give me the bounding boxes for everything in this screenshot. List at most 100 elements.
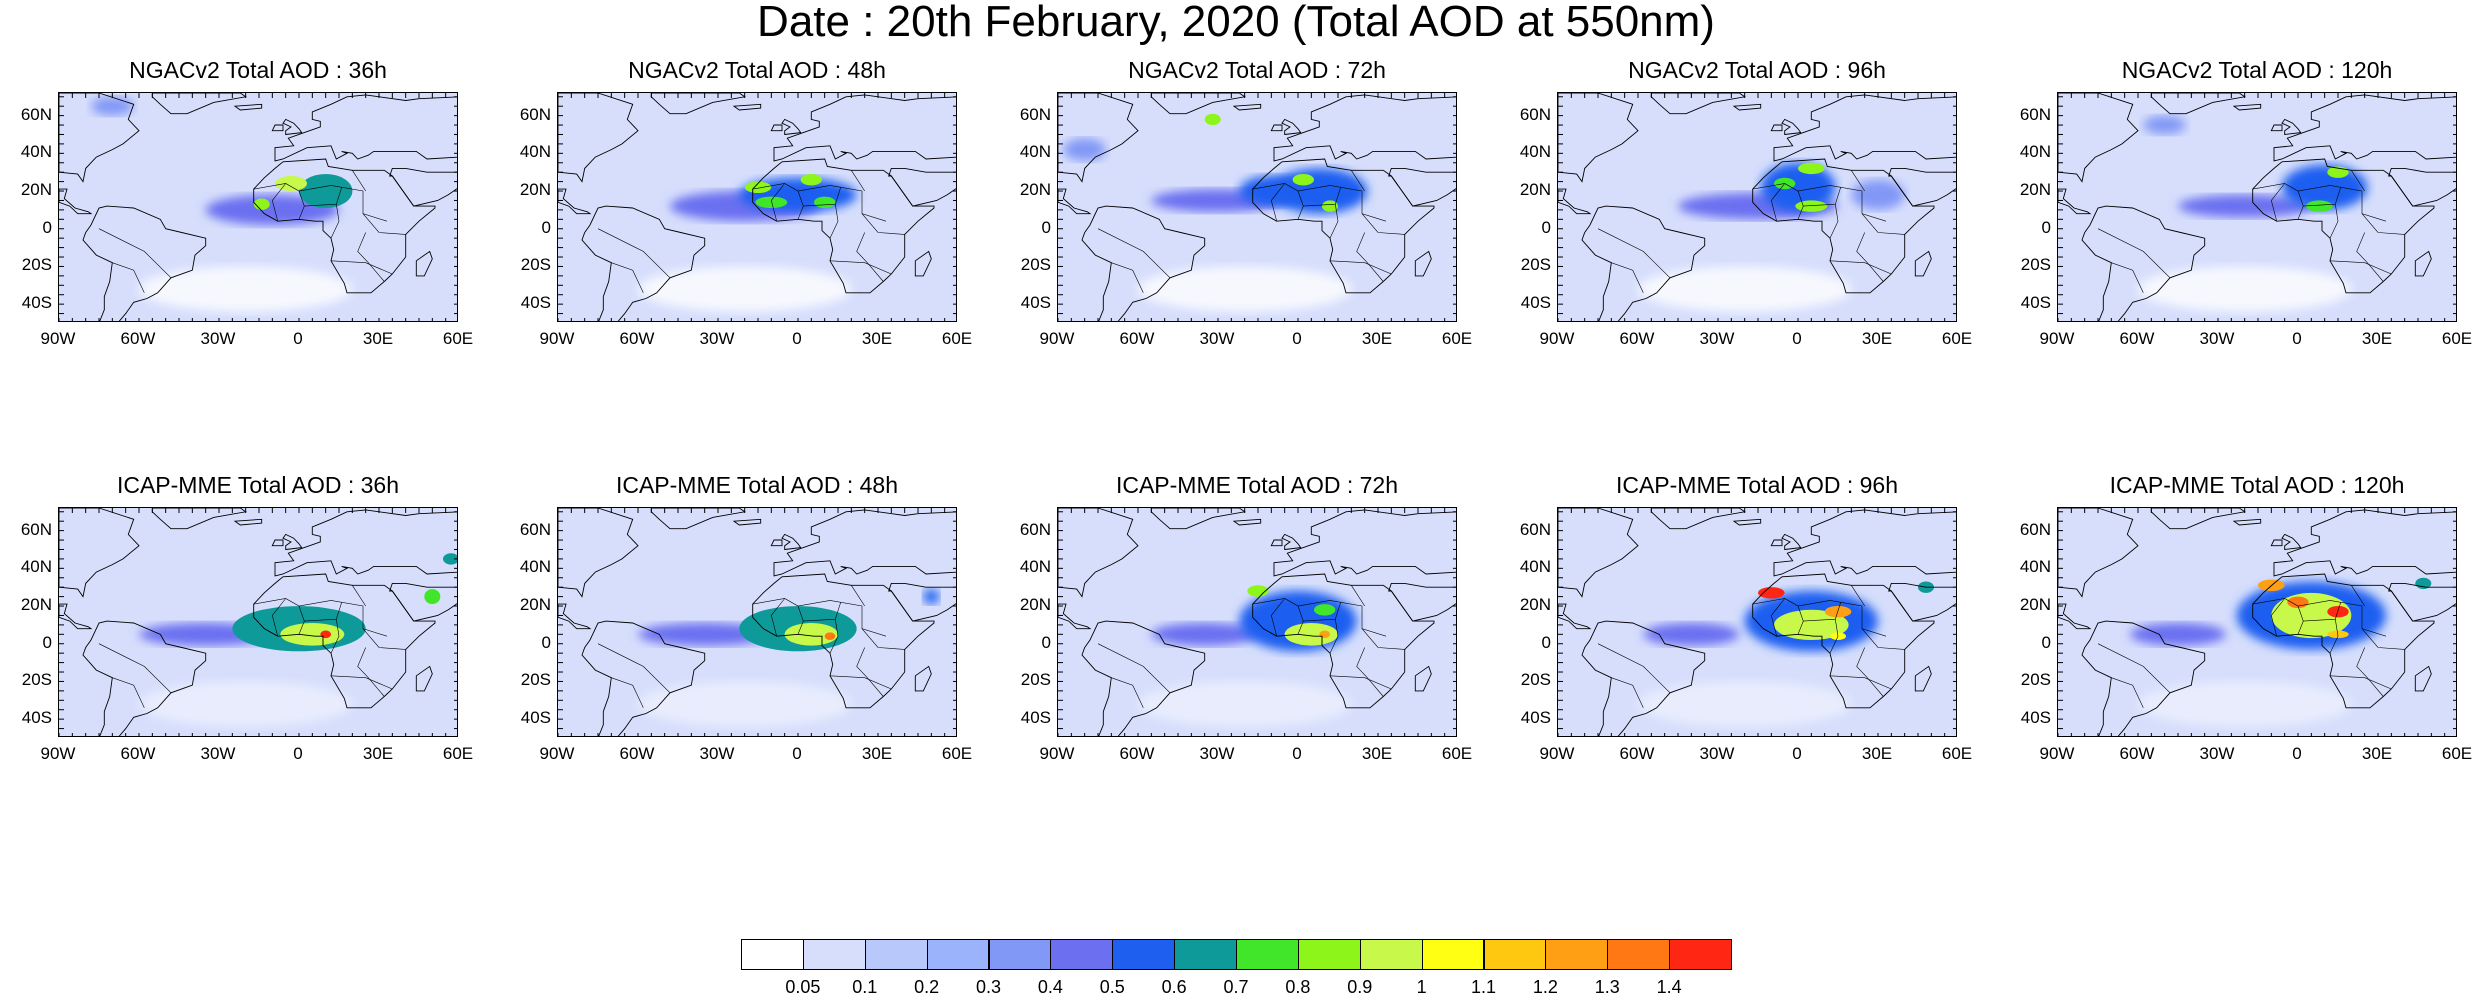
coastline-madagascar [2414, 250, 2432, 277]
coastline-iceland [233, 518, 263, 526]
country-border [1829, 260, 1892, 275]
lon-tick-label: 90W [40, 744, 76, 763]
coastline-south-america [1581, 205, 1706, 321]
colorbar-label: 0.7 [1223, 977, 1249, 997]
coastline-great-britain [1281, 533, 1302, 551]
lat-tick-label: 40N [1519, 557, 1551, 577]
lat-tick-label: 20S [1020, 255, 1051, 275]
lon-tick-label: 30W [200, 744, 236, 763]
coastline-iceland [1732, 103, 1762, 111]
lon-tick-label: 30W [2199, 329, 2235, 348]
coastline-central-america [2058, 188, 2092, 215]
coastline-europe [274, 509, 457, 577]
coastline-great-britain [781, 533, 802, 551]
lat-tick-label: 20S [1520, 255, 1551, 275]
country-border [2111, 262, 2144, 293]
colorbar-swatch [1236, 939, 1299, 970]
country-border [829, 204, 839, 239]
lon-tick-label: 0 [792, 744, 802, 763]
coastline-south-america [1081, 205, 1206, 321]
lon-tick-label: 0 [1792, 329, 1802, 348]
country-border [1861, 213, 1905, 235]
country-border [829, 619, 839, 654]
aod-map-svg [59, 508, 457, 736]
lon-tick-label: 30E [861, 329, 893, 348]
coastline-iceland [1232, 103, 1262, 111]
map-panels-grid: NGACv2 Total AOD : 36h 60N 40N 20N 0 20S 40S 90… [21, 57, 2472, 793]
colorbar-swatch [741, 939, 804, 970]
country-border [856, 647, 884, 697]
clean-air-region [638, 266, 852, 312]
aod-plume [2143, 115, 2186, 135]
country-border [856, 232, 884, 282]
map-area [1057, 507, 1457, 737]
map-panel: ICAP-MME Total AOD : 96h 60N 40N 20N 0 20S 40S… [1520, 473, 1972, 793]
colorbar-swatch [1483, 939, 1547, 970]
aod-map-svg [2058, 508, 2456, 736]
lon-tick-label: 60E [1941, 744, 1973, 763]
lat-tick-label: 40N [2019, 142, 2051, 162]
coastline-africa [253, 158, 436, 294]
country-border [2329, 675, 2392, 690]
country-border [597, 228, 671, 279]
country-border [851, 170, 865, 192]
country-border [1361, 628, 1405, 650]
aod-plume [1760, 162, 1836, 212]
coastline-europe [274, 94, 457, 162]
lon-tick-label: 0 [2292, 744, 2302, 763]
map-panel: NGACv2 Total AOD : 96h 60N 40N 20N 0 20S 40S 90… [1520, 57, 1972, 378]
lon-tick-label: 30E [362, 744, 394, 763]
coastline-iceland [732, 518, 762, 526]
country-border [1851, 585, 1865, 607]
coastline-europe [773, 94, 956, 162]
country-border [1111, 677, 1144, 708]
country-border [1597, 643, 1671, 694]
lat-tick-label: 40S [2020, 708, 2051, 728]
coastline-arabia [389, 167, 457, 207]
coastline-north-america [59, 93, 140, 183]
aod-plume [814, 196, 836, 208]
aod-plume [1284, 623, 1338, 646]
map-area [557, 507, 957, 737]
aod-plume [2130, 623, 2226, 646]
aod-plume [1063, 138, 1106, 161]
lat-tick-label: 40S [1020, 293, 1051, 313]
lat-tick-label: 20S [2020, 255, 2051, 275]
country-border [1329, 619, 1339, 654]
colorbar-swatch [1050, 939, 1114, 970]
lat-tick-label: 40N [1019, 142, 1051, 162]
coastline-ireland [1270, 124, 1283, 132]
aod-colorbar [741, 939, 1732, 970]
coastline-iceland [732, 103, 762, 111]
coastline-madagascar [1914, 665, 1932, 692]
aod-plume [1643, 623, 1740, 646]
colorbar-swatch [1359, 939, 1423, 970]
lon-tick-label: 60E [442, 744, 474, 763]
coastline-south-america [82, 620, 207, 736]
colorbar-label: 0.5 [1099, 977, 1125, 997]
aod-plume [923, 589, 940, 605]
country-border [611, 262, 644, 293]
coastline-north-america [1558, 93, 1639, 183]
colorbar-label: 0.6 [1161, 977, 1187, 997]
coastline-greenland [151, 508, 247, 530]
lon-tick-label: 60E [2441, 744, 2472, 763]
lat-tick-label: 20N [2019, 180, 2051, 200]
colorbar-swatch [1669, 939, 1732, 970]
country-border [298, 190, 305, 220]
coastline-central-america [59, 188, 93, 215]
lat-tick-label: 0 [42, 217, 52, 237]
coastline-south-america [2081, 620, 2206, 736]
coastline-madagascar [1914, 250, 1932, 277]
lat-tick-label: 0 [42, 632, 52, 652]
colorbar-label: 0.3 [975, 977, 1002, 997]
map-panel: ICAP-MME Total AOD : 72h 60N 40N 20N 0 20S 40S… [1020, 473, 1472, 793]
coastline-south-america [581, 205, 706, 321]
panel-title: NGACv2 Total AOD : 96h [1628, 57, 1886, 83]
map-area [2057, 92, 2457, 322]
lon-tick-label: 0 [1292, 329, 1302, 348]
country-border [1856, 647, 1884, 697]
coastline-north-america [558, 508, 639, 598]
country-border [1270, 598, 1285, 637]
aod-plume [2306, 200, 2333, 212]
